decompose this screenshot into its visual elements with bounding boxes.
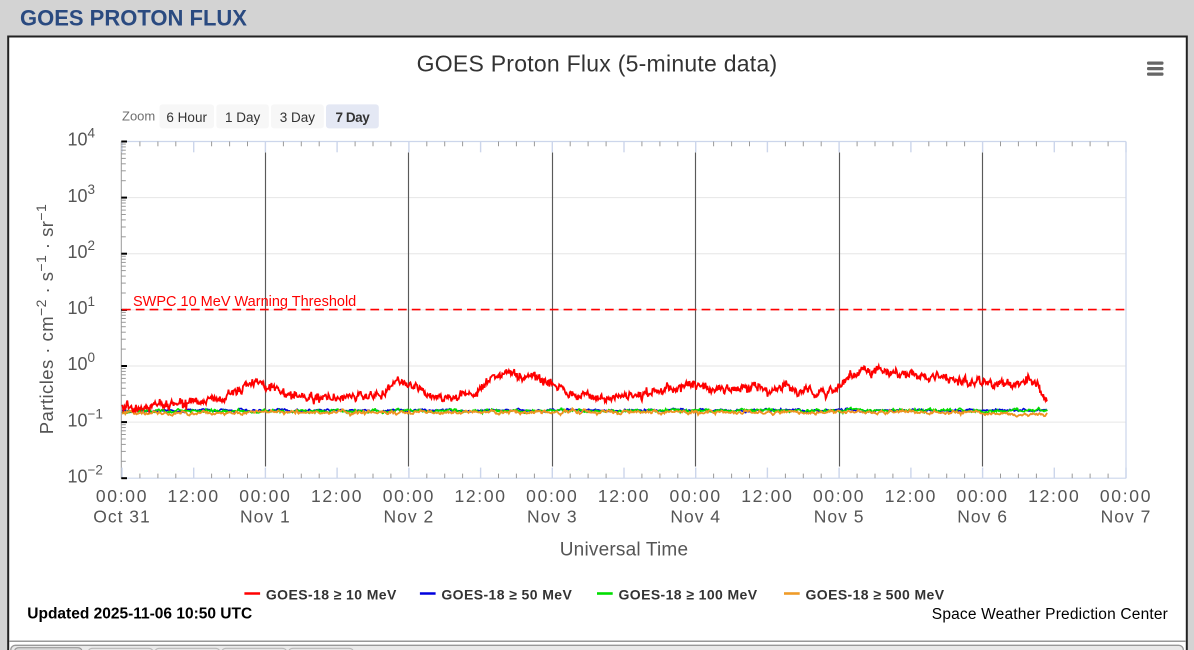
svg-text:12:00: 12:00 [598,486,650,506]
svg-text:Nov 5: Nov 5 [814,506,865,526]
svg-text:3 Day: 3 Day [280,110,316,125]
svg-text:10−2: 10−2 [68,462,103,486]
svg-text:GOES-18 ≥ 50 MeV: GOES-18 ≥ 50 MeV [441,586,572,602]
svg-text:Nov 4: Nov 4 [670,506,721,526]
svg-text:Universal Time: Universal Time [560,540,688,561]
svg-text:12:00: 12:00 [454,486,506,506]
svg-text:GOES-18 ≥ 500 MeV: GOES-18 ≥ 500 MeV [806,586,945,602]
svg-text:1 Day: 1 Day [225,110,261,125]
svg-text:Nov 1: Nov 1 [240,506,291,526]
svg-text:7 Day: 7 Day [336,110,371,125]
svg-text:Zoom: Zoom [122,109,155,124]
svg-text:00:00: 00:00 [383,486,435,506]
svg-text:GOES Proton Flux (5-minute dat: GOES Proton Flux (5-minute data) [417,51,778,77]
svg-text:Particles · cm−2 · s−1 · sr−1: Particles · cm−2 · s−1 · sr−1 [33,204,57,435]
svg-text:Space Weather Prediction Cente: Space Weather Prediction Center [932,606,1168,623]
svg-text:12:00: 12:00 [1028,486,1080,506]
svg-text:Nov 6: Nov 6 [957,506,1008,526]
svg-text:00:00: 00:00 [96,486,148,506]
svg-text:GOES PROTON FLUX: GOES PROTON FLUX [20,5,247,30]
svg-text:00:00: 00:00 [670,486,722,506]
svg-text:00:00: 00:00 [813,486,865,506]
svg-text:GOES-18 ≥ 100 MeV: GOES-18 ≥ 100 MeV [619,586,758,602]
svg-text:Nov 2: Nov 2 [384,506,435,526]
svg-text:00:00: 00:00 [239,486,291,506]
svg-text:00:00: 00:00 [526,486,578,506]
svg-text:12:00: 12:00 [311,486,363,506]
svg-text:Nov 7: Nov 7 [1101,506,1152,526]
svg-text:00:00: 00:00 [956,486,1008,506]
svg-text:Nov 3: Nov 3 [527,506,578,526]
svg-text:GOES-18 ≥ 10 MeV: GOES-18 ≥ 10 MeV [266,586,397,602]
svg-text:Oct 31: Oct 31 [93,506,151,526]
svg-text:Updated 2025-11-06 10:50 UTC: Updated 2025-11-06 10:50 UTC [27,606,252,623]
svg-text:00:00: 00:00 [1100,486,1152,506]
svg-text:12:00: 12:00 [741,486,793,506]
svg-text:6 Hour: 6 Hour [166,110,207,125]
svg-text:12:00: 12:00 [885,486,937,506]
svg-text:12:00: 12:00 [168,486,220,506]
svg-text:SWPC 10 MeV Warning Threshold: SWPC 10 MeV Warning Threshold [133,294,356,310]
